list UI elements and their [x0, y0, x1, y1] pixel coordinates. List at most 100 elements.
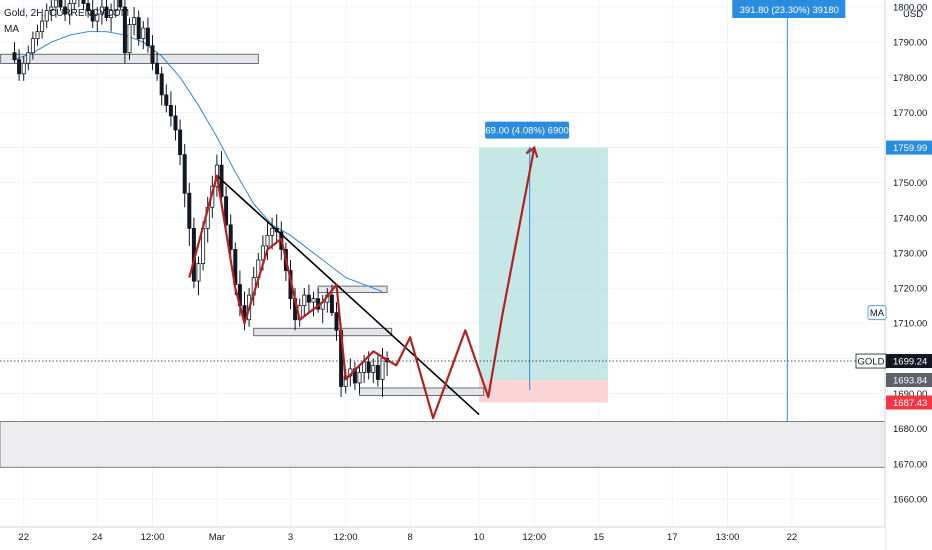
position-label-box [485, 121, 570, 139]
y-tick-label: 1660.00 [893, 494, 927, 505]
candle-body [196, 263, 201, 282]
vertical-measure-box [732, 0, 846, 18]
candle-body [362, 361, 367, 373]
support-zone[interactable] [0, 421, 886, 468]
candle-body [44, 10, 49, 22]
candle-body [164, 94, 169, 106]
x-tick-label: 12:00 [141, 532, 165, 543]
candle-body [306, 294, 311, 303]
candle-body [375, 364, 380, 380]
chart-legend: Gold, 2H, CURRENCYCOM MA [4, 6, 129, 38]
candle-body [159, 73, 164, 96]
candle-body [122, 6, 127, 54]
candle-body [168, 105, 173, 117]
candle-body [17, 59, 22, 75]
candle-body [136, 17, 141, 40]
candle-body [311, 298, 316, 303]
x-tick-label: 22 [18, 532, 29, 543]
candle-body [366, 361, 371, 373]
projection-arrowhead [525, 145, 539, 158]
candle-body [58, 0, 63, 8]
candle-body [53, 0, 58, 8]
x-tick-label: 8 [407, 532, 412, 543]
price-axis[interactable] [885, 0, 932, 550]
candle-body [95, 13, 100, 22]
y-tick-label: 1790.00 [893, 38, 927, 49]
x-tick-label: 3 [288, 532, 293, 543]
vertical-measure-label: 391.80 (23.30%) 39180 [740, 5, 839, 16]
y-tick-label: 1770.00 [893, 108, 927, 119]
last-price-tag-prefix: GOLD [858, 357, 885, 368]
target-price-tag-box [886, 140, 932, 155]
target-price-tag: 1759.99 [893, 143, 927, 154]
candle-body [99, 6, 104, 15]
candle-body [81, 0, 86, 4]
ma-axis-label: MA [870, 308, 885, 319]
candle-body [224, 196, 229, 226]
x-tick-label: 17 [667, 532, 678, 543]
y-tick-label: 1740.00 [893, 213, 927, 224]
last-price-tag-box [886, 354, 932, 369]
candle-body [182, 154, 187, 194]
candle-body [40, 20, 45, 33]
candle-body [173, 115, 178, 131]
candle-body [35, 31, 40, 40]
candle-body [26, 52, 31, 64]
candle-body [187, 192, 192, 229]
candle-body [371, 364, 376, 373]
candle-body [90, 10, 95, 22]
candle-body [302, 294, 307, 307]
x-tick-label: 24 [92, 532, 103, 543]
x-tick-label: 12:00 [334, 532, 358, 543]
candle-body [67, 3, 72, 15]
ma-axis-badge [867, 305, 887, 321]
y-tick-label: 1690.00 [893, 389, 927, 400]
stop-price-tag-box [886, 395, 932, 410]
candle-body [334, 312, 339, 331]
candle-body [104, 6, 109, 18]
y-tick-label: 1800.00 [893, 3, 927, 14]
candle-body [141, 27, 146, 40]
stop-zone[interactable] [479, 380, 608, 403]
candle-body [270, 227, 275, 236]
candle-body [109, 10, 114, 18]
candle-body [21, 62, 26, 75]
x-tick-label: Mar [209, 532, 225, 543]
price-zone-rect[interactable] [359, 387, 485, 396]
candle-body [145, 27, 150, 47]
y-tick-label: 1780.00 [893, 73, 927, 84]
candle-body [118, 0, 123, 8]
candle-body [63, 6, 68, 15]
target-zone[interactable] [479, 147, 608, 381]
candle-body [228, 224, 233, 250]
symbol-title: Gold, 2H, CURRENCYCOM [4, 8, 130, 19]
time-axis[interactable] [0, 527, 885, 550]
ma-line [14, 31, 383, 293]
y-tick-label: 1670.00 [893, 459, 927, 470]
candle-body [265, 234, 270, 247]
y-tick-label: 1750.00 [893, 178, 927, 189]
x-tick-label: 22 [787, 532, 798, 543]
x-tick-label: 13:00 [716, 532, 740, 543]
candle-body [132, 17, 137, 25]
y-tick-label: 1710.00 [893, 319, 927, 330]
trendline[interactable] [216, 175, 480, 416]
indicator-label-ma: MA [4, 24, 19, 35]
candle-body [127, 24, 132, 54]
x-tick-label: 12:00 [522, 532, 546, 543]
candle-body [49, 6, 54, 11]
candle-body [329, 294, 334, 314]
position-label: 69.00 (4.08%) 6900 [485, 126, 568, 137]
y-tick-label: 1720.00 [893, 284, 927, 295]
price-zone-rect[interactable] [253, 327, 393, 337]
x-tick-label: 10 [474, 532, 485, 543]
entry-price-tag-box [886, 373, 932, 388]
stop-price-tag: 1687.43 [893, 398, 927, 409]
candle-body [357, 372, 362, 384]
projection-path[interactable] [188, 147, 536, 420]
candle-body [72, 0, 77, 4]
candle-body [30, 38, 35, 54]
candle-body [380, 357, 385, 380]
candle-body [12, 52, 17, 61]
